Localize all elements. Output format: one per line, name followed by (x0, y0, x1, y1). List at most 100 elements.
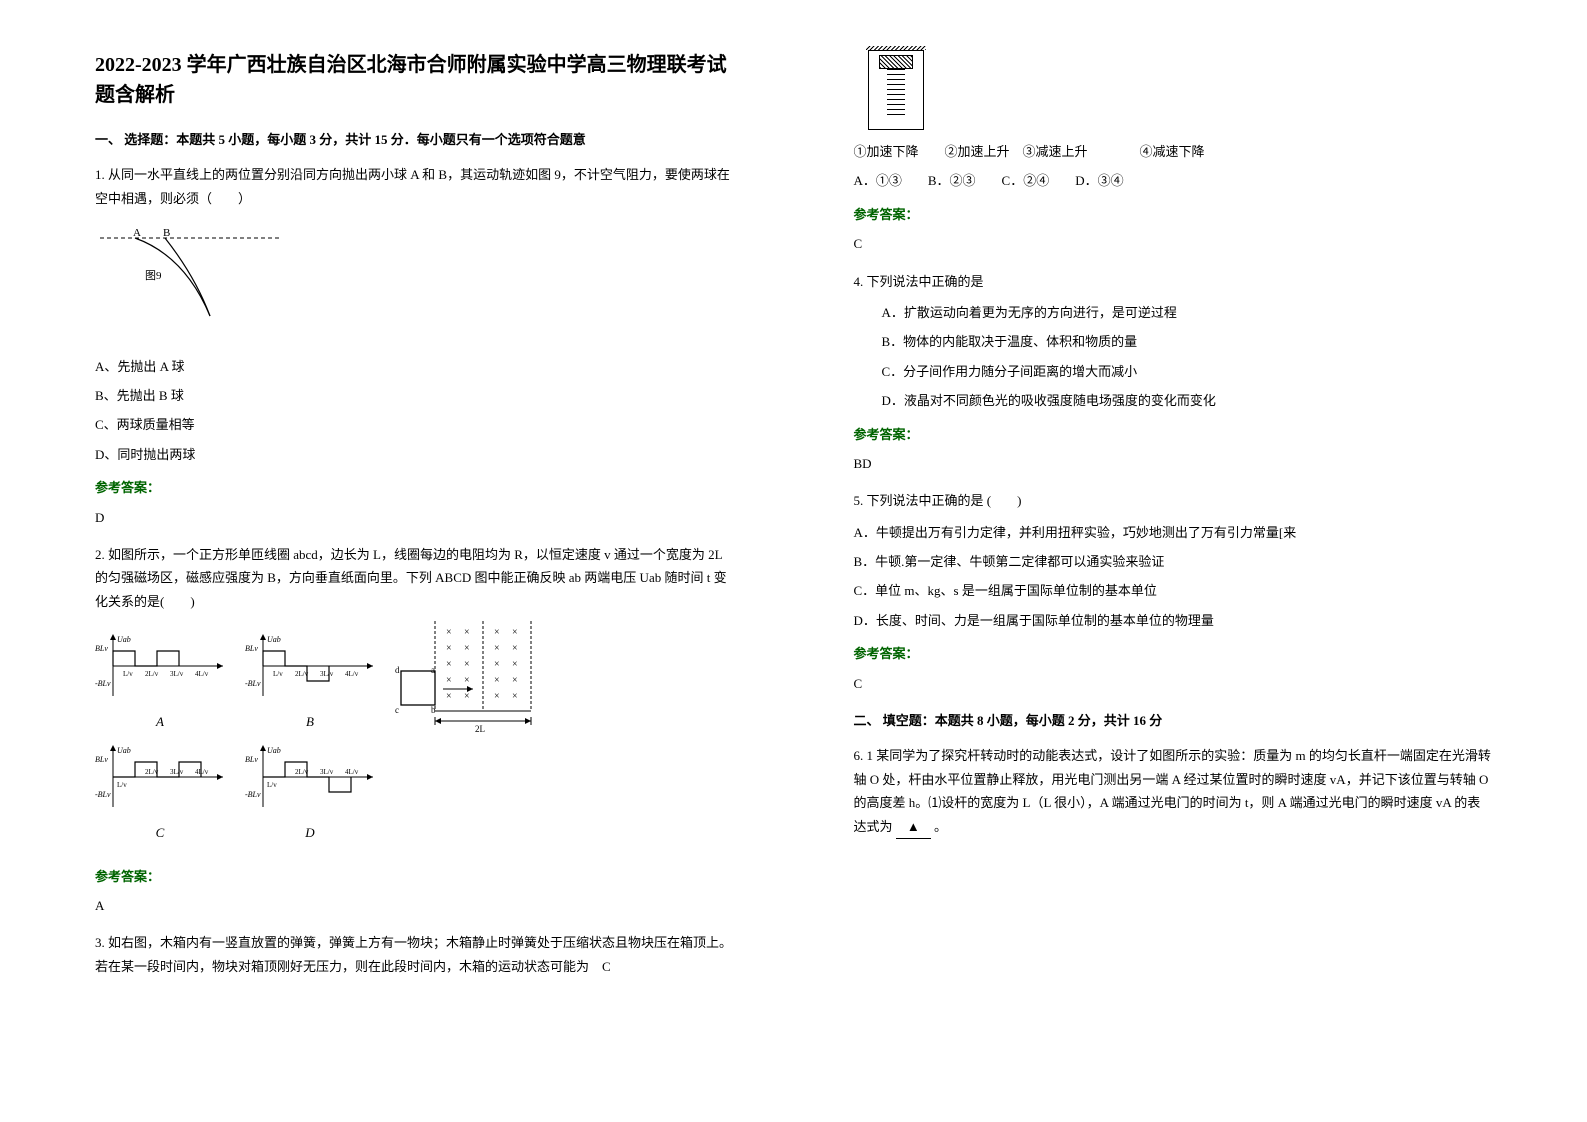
svg-text:A: A (133, 227, 141, 239)
svg-text:BLv: BLv (95, 755, 108, 764)
q2-figures: BLv -BLv Uab L/v 2L/v 3L/v 4L/v A (95, 621, 734, 855)
svg-text:a: a (431, 665, 435, 675)
q5-option-a: A．牛顿提出万有引力定律，并利用扭秤实验，巧妙地测出了万有引力常量[来 (854, 521, 1493, 544)
svg-text:3L/v: 3L/v (320, 768, 334, 776)
svg-text:×: × (464, 659, 470, 670)
svg-text:×: × (494, 659, 500, 670)
svg-text:L/v: L/v (273, 670, 283, 678)
q2-label-a: A (95, 710, 225, 733)
svg-text:d: d (395, 665, 400, 675)
q2-label-d: D (245, 821, 375, 844)
q4-option-d: D．液晶对不同颜色光的吸收强度随电场强度的变化而变化 (882, 389, 1493, 412)
svg-text:L/v: L/v (267, 781, 277, 789)
q5-answer: C (854, 672, 1493, 695)
q2-graph-c: BLv -BLv Uab L/v 2L/v 3L/v 4L/v C (95, 742, 225, 845)
q2-field-diagram: ×× ×× ×× ×× ×× ×× ×× ×× ×× ×× d a c b (393, 621, 533, 736)
svg-text:×: × (512, 627, 518, 638)
q2-answer: A (95, 894, 734, 917)
svg-text:2L: 2L (475, 724, 485, 734)
question-5: 5. 下列说法中正确的是 ( ) A．牛顿提出万有引力定律，并利用扭秤实验，巧妙… (854, 489, 1493, 695)
svg-text:×: × (494, 675, 500, 686)
document-title: 2022-2023 学年广西壮族自治区北海市合师附属实验中学高三物理联考试题含解… (95, 50, 734, 110)
q3-text: 3. 如右图，木箱内有一竖直放置的弹簧，弹簧上方有一物块；木箱静止时弹簧处于压缩… (95, 931, 734, 978)
q1-figure: A B 图9 (95, 220, 734, 338)
question-6: 6. 1 某同学为了探究杆转动时的动能表达式，设计了如图所示的实验：质量为 m … (854, 744, 1493, 839)
svg-text:Uab: Uab (267, 746, 281, 755)
q6-text: 6. 1 某同学为了探究杆转动时的动能表达式，设计了如图所示的实验：质量为 m … (854, 748, 1491, 833)
q1-option-b: B、先抛出 B 球 (95, 384, 734, 407)
svg-text:×: × (494, 643, 500, 654)
q2-answer-label: 参考答案： (95, 865, 734, 888)
svg-text:c: c (395, 705, 399, 715)
section2-header: 二、 填空题：本题共 8 小题，每小题 2 分，共计 16 分 (854, 709, 1493, 732)
q5-answer-label: 参考答案： (854, 642, 1493, 665)
svg-text:L/v: L/v (117, 781, 127, 789)
question-2: 2. 如图所示，一个正方形单匝线圈 abcd，边长为 L，线圈每边的电阻均为 R… (95, 543, 734, 918)
svg-text:L/v: L/v (123, 670, 133, 678)
q2-text: 2. 如图所示，一个正方形单匝线圈 abcd，边长为 L，线圈每边的电阻均为 R… (95, 543, 734, 613)
block-icon (879, 55, 913, 69)
q2-label-b: B (245, 710, 375, 733)
svg-text:×: × (512, 659, 518, 670)
svg-text:4L/v: 4L/v (195, 768, 209, 776)
svg-text:3L/v: 3L/v (170, 768, 184, 776)
svg-text:BLv: BLv (245, 644, 258, 653)
svg-text:3L/v: 3L/v (170, 670, 184, 678)
svg-text:2L/v: 2L/v (145, 670, 159, 678)
q4-text: 4. 下列说法中正确的是 (854, 270, 1493, 293)
left-column: 2022-2023 学年广西壮族自治区北海市合师附属实验中学高三物理联考试题含解… (0, 0, 794, 1122)
svg-text:×: × (446, 691, 452, 702)
q1-text: 1. 从同一水平直线上的两位置分别沿同方向抛出两小球 A 和 B，其运动轨迹如图… (95, 163, 734, 210)
svg-text:BLv: BLv (95, 644, 108, 653)
q6-text-end: 。 (934, 819, 947, 834)
q3-options-line: ①加速下降 ②加速上升 ③减速上升 ④减速下降 (854, 140, 1493, 163)
svg-text:Uab: Uab (117, 635, 131, 644)
q5-option-c: C．单位 m、kg、s 是一组属于国际单位制的基本单位 (854, 579, 1493, 602)
question-3-options: ①加速下降 ②加速上升 ③减速上升 ④减速下降 A．①③ B．②③ C．②④ D… (854, 140, 1493, 256)
svg-text:×: × (512, 643, 518, 654)
svg-text:4L/v: 4L/v (195, 670, 209, 678)
q3-answer: C (854, 232, 1493, 255)
svg-text:×: × (446, 643, 452, 654)
svg-text:b: b (431, 705, 436, 715)
svg-text:×: × (494, 627, 500, 638)
trajectory-diagram: A B 图9 (95, 226, 285, 321)
svg-text:B: B (163, 227, 170, 239)
q3-answer-label: 参考答案： (854, 203, 1493, 226)
hatch-icon (866, 46, 926, 50)
svg-text:×: × (464, 691, 470, 702)
q1-answer: D (95, 506, 734, 529)
q1-figure-label: 图9 (145, 269, 162, 282)
section1-header: 一、 选择题：本题共 5 小题，每小题 3 分，共计 15 分．每小题只有一个选… (95, 128, 734, 151)
q3-choices: A．①③ B．②③ C．②④ D．③④ (854, 169, 1493, 192)
svg-text:-BLv: -BLv (95, 790, 111, 799)
q2-graph-grid: BLv -BLv Uab L/v 2L/v 3L/v 4L/v A (95, 631, 375, 845)
svg-text:×: × (494, 691, 500, 702)
q1-option-a: A、先抛出 A 球 (95, 355, 734, 378)
svg-text:×: × (446, 675, 452, 686)
q4-option-b: B．物体的内能取决于温度、体积和物质的量 (882, 330, 1493, 353)
question-3-text: 3. 如右图，木箱内有一竖直放置的弹簧，弹簧上方有一物块；木箱静止时弹簧处于压缩… (95, 931, 734, 978)
svg-text:4L/v: 4L/v (345, 768, 359, 776)
svg-text:-BLv: -BLv (245, 679, 261, 688)
q4-answer-label: 参考答案： (854, 423, 1493, 446)
svg-text:×: × (512, 691, 518, 702)
svg-text:Uab: Uab (117, 746, 131, 755)
q2-graph-b: BLv -BLv Uab L/v 2L/v 3L/v 4L/v B (245, 631, 375, 734)
svg-text:-BLv: -BLv (245, 790, 261, 799)
q4-option-c: C．分子间作用力随分子间距离的增大而减小 (882, 360, 1493, 383)
right-column: ①加速下降 ②加速上升 ③减速上升 ④减速下降 A．①③ B．②③ C．②④ D… (794, 0, 1587, 1122)
q4-answer: BD (854, 452, 1493, 475)
q2-label-c: C (95, 821, 225, 844)
q6-blank: ▲ (896, 815, 931, 839)
spring-icon (887, 69, 905, 117)
q5-option-b: B．牛顿.第一定律、牛顿第二定律都可以通实验来验证 (854, 550, 1493, 573)
svg-text:×: × (512, 675, 518, 686)
svg-text:×: × (464, 643, 470, 654)
svg-text:Uab: Uab (267, 635, 281, 644)
svg-text:3L/v: 3L/v (320, 670, 334, 678)
svg-text:×: × (446, 659, 452, 670)
question-1: 1. 从同一水平直线上的两位置分别沿同方向抛出两小球 A 和 B，其运动轨迹如图… (95, 163, 734, 529)
svg-text:×: × (464, 675, 470, 686)
q5-option-d: D．长度、时间、力是一组属于国际单位制的基本单位的物理量 (854, 609, 1493, 632)
